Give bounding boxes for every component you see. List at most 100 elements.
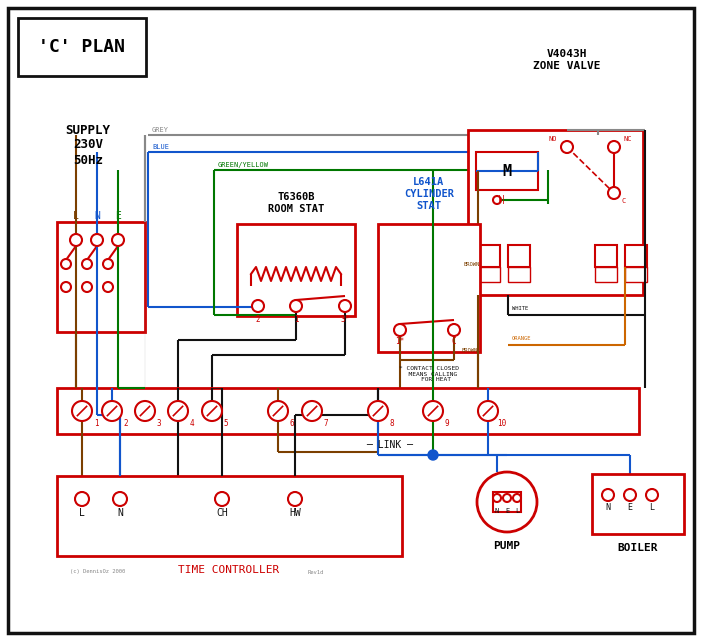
Circle shape [102,401,122,421]
Text: 3*: 3* [340,315,350,324]
Text: E: E [115,211,121,221]
Bar [57,388,639,434]
Text: 2: 2 [124,419,128,428]
Circle shape [290,300,302,312]
Circle shape [75,492,89,506]
Text: L: L [515,508,519,514]
Bar [478,267,500,282]
Bar [378,224,480,352]
Circle shape [202,401,222,421]
Text: PUMP: PUMP [494,541,520,551]
Text: ─ LINK ─: ─ LINK ─ [366,440,413,450]
Circle shape [215,492,229,506]
Circle shape [112,234,124,246]
Circle shape [478,401,498,421]
Text: L: L [79,508,85,518]
Text: Rev1d: Rev1d [308,569,324,574]
Text: (c) DennisOz 2000: (c) DennisOz 2000 [70,569,125,574]
Text: C: C [622,198,626,204]
Circle shape [608,141,620,153]
Circle shape [135,401,155,421]
Circle shape [91,234,103,246]
Text: GREY: GREY [152,127,169,133]
Bar [478,245,500,267]
Text: SUPPLY
230V
50Hz: SUPPLY 230V 50Hz [65,124,110,167]
Circle shape [103,282,113,292]
Text: 5: 5 [224,419,228,428]
Text: 7: 7 [324,419,329,428]
Bar [57,476,402,556]
Text: * CONTACT CLOSED
  MEANS CALLING
    FOR HEAT: * CONTACT CLOSED MEANS CALLING FOR HEAT [399,366,459,382]
Circle shape [608,187,620,199]
Circle shape [513,494,521,502]
Circle shape [61,259,71,269]
Circle shape [423,401,443,421]
Bar [595,267,617,282]
Bar [625,267,647,282]
Circle shape [61,282,71,292]
Circle shape [288,492,302,506]
Circle shape [602,489,614,501]
Bar [18,18,146,76]
Text: V4043H
ZONE VALVE: V4043H ZONE VALVE [534,49,601,71]
Text: L641A
CYLINDER
STAT: L641A CYLINDER STAT [404,178,454,211]
Bar [57,222,145,332]
Circle shape [477,472,537,532]
Text: L: L [649,503,654,513]
Circle shape [493,494,501,502]
Circle shape [268,401,288,421]
Text: 3: 3 [157,419,161,428]
Text: 1*: 1* [395,338,404,347]
Text: 8: 8 [390,419,395,428]
Circle shape [103,259,113,269]
Text: N: N [117,508,123,518]
Circle shape [503,494,511,502]
Circle shape [394,324,406,336]
Circle shape [428,450,438,460]
Text: WHITE: WHITE [512,306,528,310]
Text: BROWN: BROWN [464,263,480,267]
Text: E: E [628,503,633,513]
Bar [493,492,521,512]
Circle shape [339,300,351,312]
Text: M: M [503,163,512,178]
Bar [508,245,530,267]
Circle shape [561,141,573,153]
Circle shape [448,324,460,336]
Text: TIME CONTROLLER: TIME CONTROLLER [178,565,279,575]
Circle shape [646,489,658,501]
Circle shape [252,300,264,312]
Bar [592,474,684,534]
Bar [468,130,643,295]
Text: 4: 4 [190,419,194,428]
Text: C: C [451,338,456,347]
Bar [476,152,538,190]
Text: N: N [495,508,499,514]
Text: HW: HW [289,508,301,518]
Text: BOILER: BOILER [618,543,658,553]
Bar [595,245,617,267]
Text: ORANGE: ORANGE [512,335,531,340]
Text: 1: 1 [293,315,298,324]
Text: N: N [94,211,100,221]
Circle shape [82,259,92,269]
Circle shape [624,489,636,501]
Bar [508,267,530,282]
Text: N: N [606,503,611,513]
Text: NC: NC [624,136,633,142]
Text: BROWN: BROWN [462,347,478,353]
Circle shape [70,234,82,246]
Bar [237,224,355,316]
Circle shape [113,492,127,506]
Circle shape [493,196,501,204]
Bar [625,245,647,267]
Text: 1: 1 [93,419,98,428]
Text: ||: || [497,196,507,204]
Text: 2: 2 [256,315,260,324]
Circle shape [82,282,92,292]
Text: 9: 9 [444,419,449,428]
Text: NO: NO [548,136,557,142]
Circle shape [168,401,188,421]
Text: 6: 6 [290,419,294,428]
Circle shape [368,401,388,421]
